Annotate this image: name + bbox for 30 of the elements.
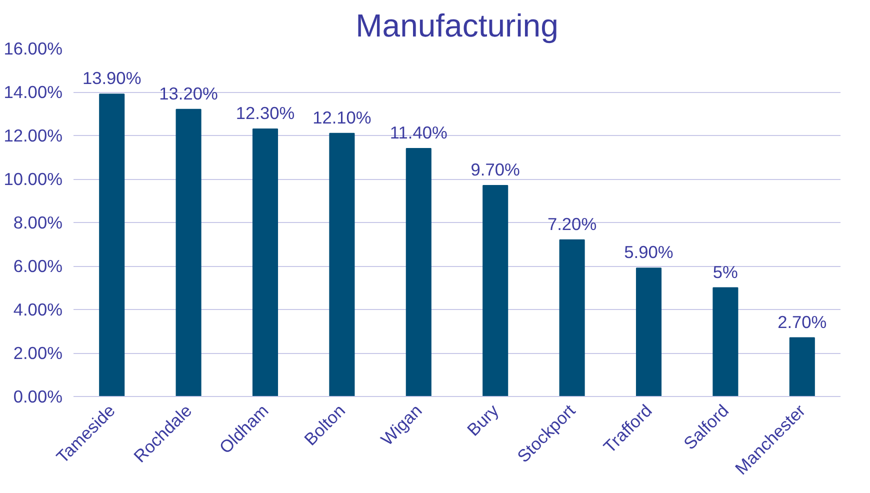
bar bbox=[482, 185, 508, 396]
y-tick-label: 2.00% bbox=[13, 343, 63, 363]
data-label: 11.40% bbox=[390, 122, 448, 143]
data-label: 2.70% bbox=[778, 312, 827, 332]
data-label: 13.20% bbox=[159, 83, 218, 104]
y-tick-label: 12.00% bbox=[4, 126, 63, 146]
y-tick-label: 4.00% bbox=[13, 300, 63, 320]
data-label: 13.90% bbox=[82, 68, 142, 88]
data-label: 9.70% bbox=[470, 160, 520, 180]
data-label: 12.30% bbox=[236, 102, 295, 123]
bar bbox=[329, 132, 355, 396]
y-tick-label: 14.00% bbox=[4, 82, 63, 102]
bar bbox=[636, 268, 662, 396]
y-tick-label: 0.00% bbox=[13, 386, 63, 406]
chart-title: Manufacturing bbox=[356, 8, 558, 44]
bar bbox=[176, 108, 202, 396]
y-tick-label: 8.00% bbox=[13, 212, 63, 232]
y-tick-label: 6.00% bbox=[13, 256, 63, 276]
bar bbox=[789, 337, 815, 396]
bar bbox=[99, 94, 125, 396]
data-label: 12.10% bbox=[312, 107, 372, 128]
bar bbox=[406, 148, 432, 396]
bar bbox=[712, 287, 738, 396]
data-label: 5.90% bbox=[624, 242, 674, 262]
y-tick-label: 16.00% bbox=[4, 38, 63, 58]
data-label: 7.20% bbox=[547, 214, 597, 234]
data-label: 5% bbox=[712, 262, 738, 282]
bar bbox=[559, 239, 585, 396]
bar bbox=[252, 128, 278, 396]
y-tick-label: 10.00% bbox=[4, 169, 63, 189]
